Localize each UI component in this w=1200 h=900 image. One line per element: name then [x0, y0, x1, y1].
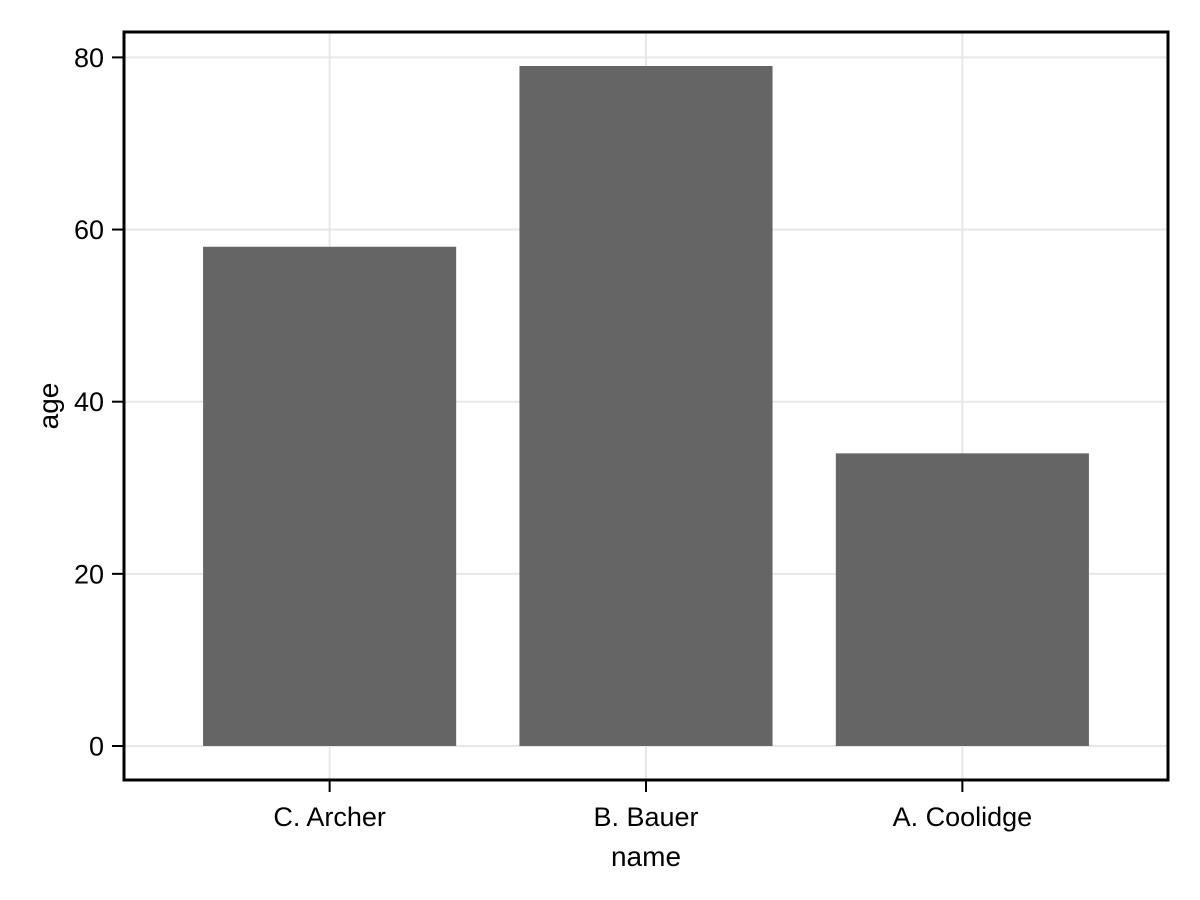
x-axis-title: name [611, 841, 681, 872]
bar-2 [835, 453, 1089, 746]
y-tick-label-4: 80 [74, 43, 104, 73]
x-tick-label-0: C. Archer [273, 802, 386, 832]
y-axis: 0 20 40 60 80 [74, 43, 124, 761]
x-axis: C. Archer B. Bauer A. Coolidge [273, 780, 1032, 832]
y-tick-label-0: 0 [89, 731, 104, 761]
bar-1 [519, 66, 773, 746]
y-tick-label-3: 60 [74, 215, 104, 245]
x-tick-label-1: B. Bauer [593, 802, 698, 832]
y-tick-label-1: 20 [74, 559, 104, 589]
x-tick-label-2: A. Coolidge [893, 802, 1033, 832]
bar-0 [203, 246, 457, 746]
y-axis-title: age [33, 383, 64, 430]
y-tick-label-2: 40 [74, 387, 104, 417]
bars [203, 66, 1089, 746]
